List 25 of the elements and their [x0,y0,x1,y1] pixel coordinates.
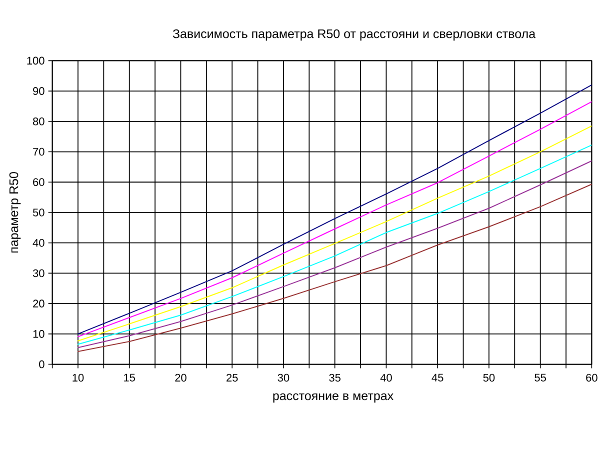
x-tick-label: 20 [175,374,186,382]
y-axis-title: параметр R50 [9,172,21,253]
y-tick-label: 80 [33,118,44,126]
x-tick-label: 60 [586,374,598,382]
x-tick-label: 30 [278,374,290,382]
x-tick-label: 55 [534,374,546,382]
y-tick-label: 50 [32,208,44,216]
y-tick-label: 60 [33,178,44,186]
chart-title: Зависимость параметра R50 от расстояни и сверловки ствола [172,29,536,41]
x-tick-label: 10 [72,374,84,382]
x-tick-label: 50 [483,374,495,382]
y-tick-label: 20 [33,300,44,308]
x-tick-label: 35 [329,374,340,382]
y-tick-label: 100 [27,56,44,65]
x-axis-title: расстояние в метрах [273,393,394,403]
y-tick-label: 10 [33,330,44,338]
y-tick-label: 90 [33,87,44,95]
x-tick-label: 15 [124,374,136,382]
x-tick-label: 25 [226,374,238,382]
x-tick-label: 45 [432,374,444,382]
y-tick-label: 40 [32,238,44,247]
x-tick-label: 40 [380,374,392,382]
y-tick-label: 30 [32,269,44,278]
y-tick-label: 0 [39,360,44,368]
y-tick-label: 70 [33,148,44,156]
